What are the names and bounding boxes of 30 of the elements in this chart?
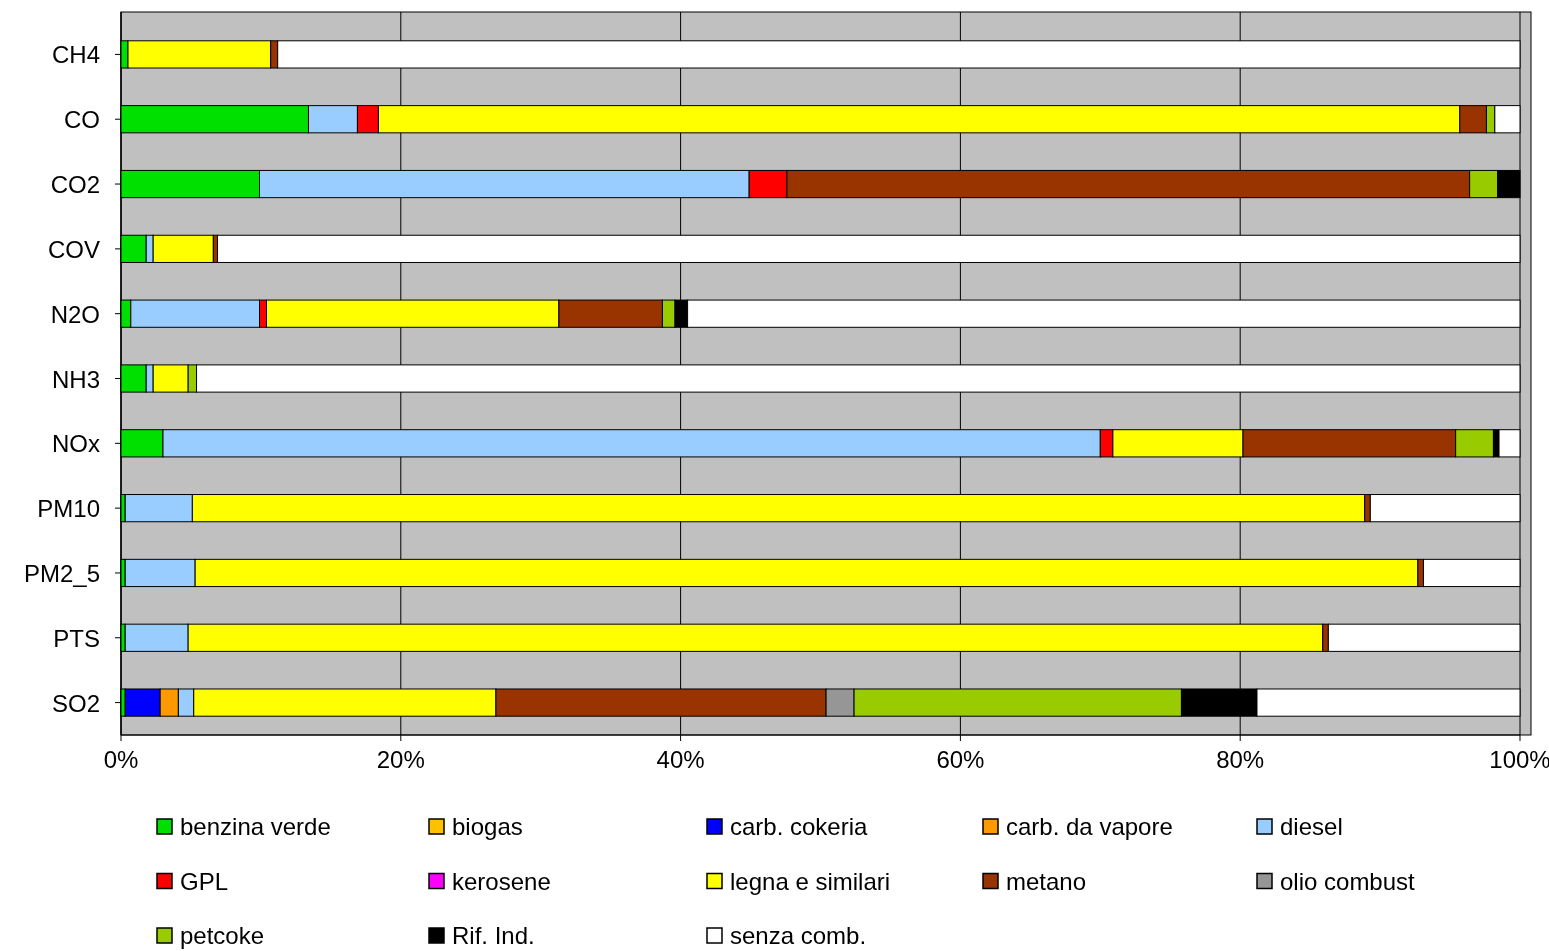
legend-label: petcoke xyxy=(180,922,265,949)
x-tick-label: 20% xyxy=(376,746,425,773)
y-tick-label: SO2 xyxy=(51,689,100,717)
legend-label: metano xyxy=(1006,867,1087,895)
legend-label: benzina verde xyxy=(180,813,331,840)
legend-label: GPL xyxy=(180,867,229,895)
y-tick-label: N2O xyxy=(50,300,100,328)
y-tick-label: CO2 xyxy=(50,171,100,199)
y-tick-label: PM10 xyxy=(37,495,100,523)
legend-label: legna e similari xyxy=(730,867,891,895)
x-tick-label: 0% xyxy=(103,746,139,773)
y-tick-label: PTS xyxy=(53,624,100,652)
legend-label: olio combust xyxy=(1280,867,1416,895)
y-tick-label: COV xyxy=(47,235,100,263)
legend-label: carb. cokeria xyxy=(730,813,869,840)
legend-label: senza comb. xyxy=(730,922,867,949)
x-tick-label: 100% xyxy=(1489,746,1549,773)
y-tick-label: NH3 xyxy=(51,365,100,393)
y-tick-label: NOx xyxy=(52,430,100,458)
x-tick-label: 80% xyxy=(1216,746,1265,773)
y-tick-label: CO xyxy=(64,106,100,134)
legend-label: Rif. Ind. xyxy=(452,922,535,949)
legend-label: carb. da vapore xyxy=(1006,813,1173,840)
legend-label: kerosene xyxy=(452,867,551,895)
x-tick-label: 60% xyxy=(936,746,985,773)
x-tick-label: 40% xyxy=(656,746,705,773)
y-tick-label: CH4 xyxy=(51,41,100,69)
legend-label: diesel xyxy=(1280,813,1343,840)
y-tick-label: PM2_5 xyxy=(23,559,100,587)
legend-label: biogas xyxy=(452,813,523,840)
